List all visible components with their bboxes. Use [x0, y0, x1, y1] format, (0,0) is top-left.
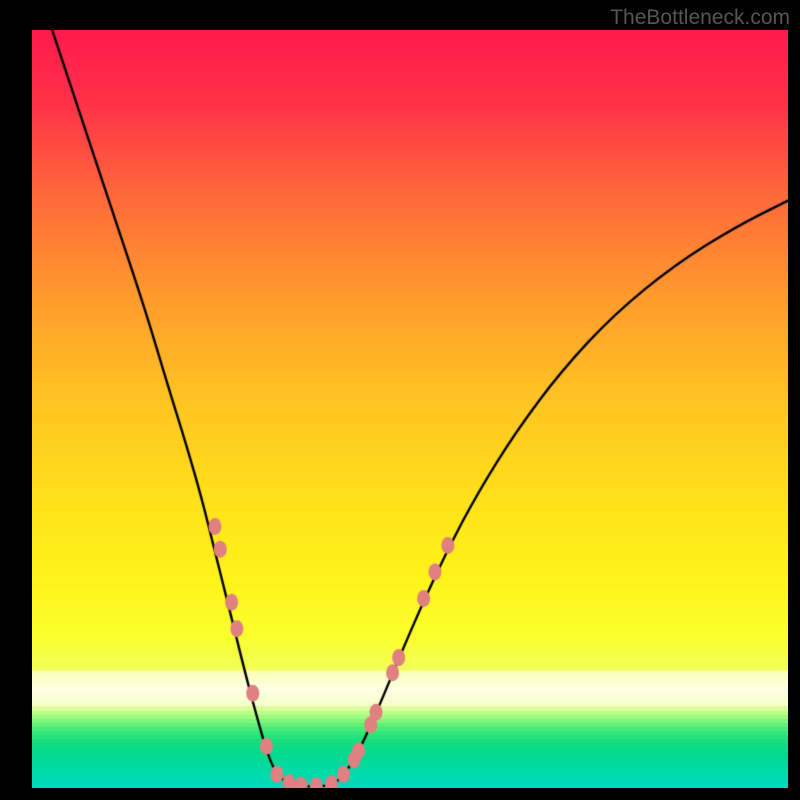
bottleneck-chart — [32, 30, 788, 788]
stage: TheBottleneck.com — [0, 0, 800, 800]
watermark-text: TheBottleneck.com — [610, 6, 790, 30]
